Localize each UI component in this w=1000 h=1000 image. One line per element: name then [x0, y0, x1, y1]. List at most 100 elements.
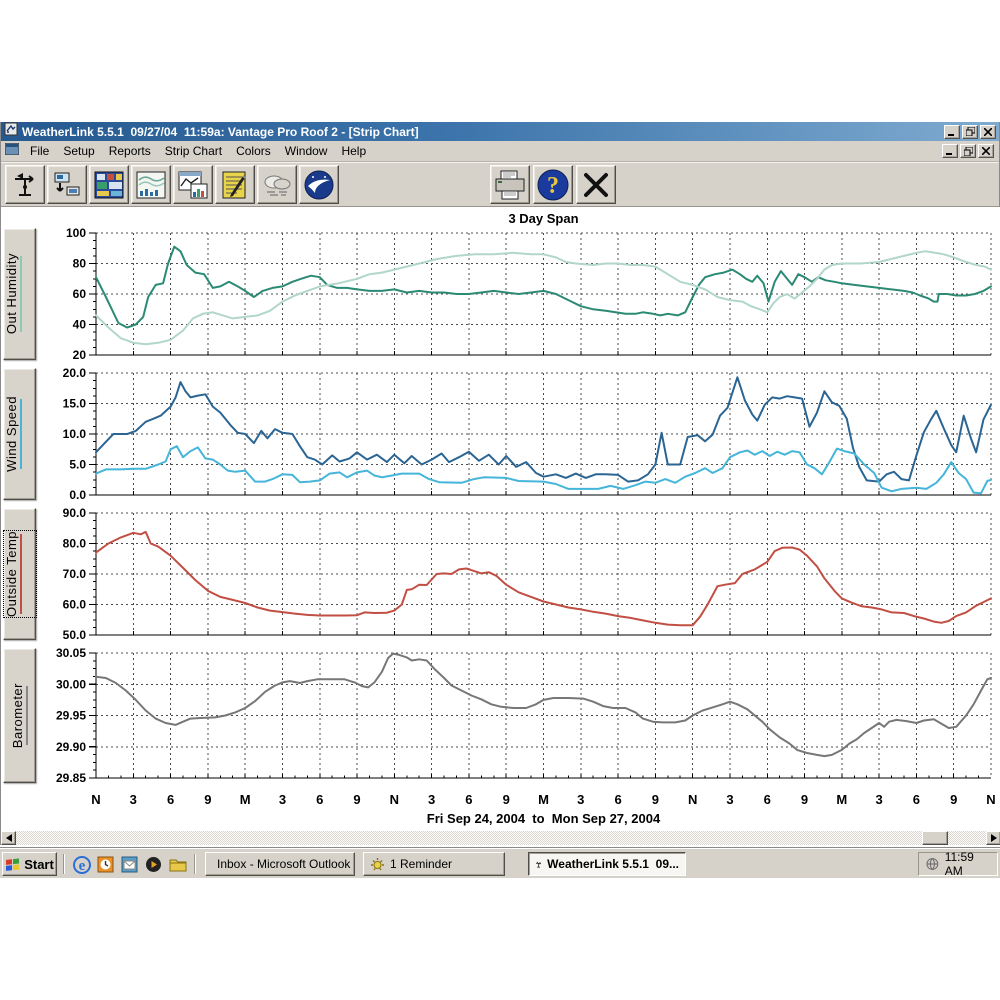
x-axis-tick-label: 3 — [422, 792, 442, 807]
scroll-right-icon — [991, 834, 997, 842]
svg-text:?: ? — [547, 173, 559, 199]
y-axis-tick-label: 80 — [73, 257, 87, 271]
outlook-shortcut-icon[interactable] — [120, 855, 139, 874]
help-icon: ? — [536, 168, 570, 202]
x-axis-tick-label: M — [534, 792, 554, 807]
menu-help[interactable]: Help — [334, 142, 373, 160]
x-axis-tick-label: M — [832, 792, 852, 807]
x-axis-tick-label: 3 — [272, 792, 292, 807]
plot-icon — [177, 170, 209, 200]
child-close-button[interactable] — [978, 144, 994, 158]
y-axis-tick-label: 90.0 — [63, 506, 87, 520]
y-axis-tick-label: 5.0 — [69, 458, 86, 472]
menu-colors[interactable]: Colors — [229, 142, 278, 160]
x-axis-labels: N369M369N369M369N369M369N — [1, 792, 1000, 808]
mdi-child-icon[interactable] — [5, 142, 19, 160]
weather-vane-icon — [9, 169, 41, 201]
clock: 11:59 AM — [945, 850, 990, 878]
minimize-button[interactable] — [944, 125, 960, 139]
x-axis-tick-label: 9 — [198, 792, 218, 807]
menu-strip-chart[interactable]: Strip Chart — [158, 142, 229, 160]
x-axis-tick-label: N — [384, 792, 404, 807]
tray-globe-icon[interactable] — [926, 857, 939, 871]
x-axis-tick-label: 3 — [720, 792, 740, 807]
help-button[interactable]: ? — [533, 165, 573, 204]
strip-chart-area: 3 Day Span Out Humidity10080604020Wind S… — [1, 207, 1000, 831]
y-axis-tick-label: 30.05 — [56, 646, 86, 660]
taskbar-divider — [194, 854, 196, 874]
scroll-left-button[interactable] — [1, 831, 16, 845]
x-axis-tick-label: 6 — [161, 792, 181, 807]
plot-out-humidity: 10080604020 — [1, 223, 1000, 365]
media-player-icon[interactable] — [144, 855, 163, 874]
windows-logo-icon — [5, 857, 21, 871]
task-inbox-outlook[interactable]: Inbox - Microsoft Outlook — [205, 852, 355, 876]
download-button[interactable] — [47, 165, 87, 204]
taskbar: Start e Inbox - Microsoft Outlook 1 Remi… — [0, 848, 1000, 878]
noaa-website-button[interactable] — [299, 165, 339, 204]
plot-button[interactable] — [173, 165, 213, 204]
plot-barometer: 30.0530.0029.9529.9029.85 — [1, 643, 1000, 788]
plot-outside-temp: 90.080.070.060.050.0 — [1, 503, 1000, 645]
x-axis-tick-label: 3 — [571, 792, 591, 807]
task-reminder[interactable]: 1 Reminder — [363, 852, 505, 876]
scrollbar-thumb[interactable] — [922, 831, 948, 845]
system-tray: 11:59 AM — [918, 852, 998, 876]
app-icon — [4, 122, 18, 141]
y-axis-tick-label: 40 — [73, 318, 87, 332]
printer-icon — [493, 169, 527, 201]
x-axis-tick-label: 6 — [608, 792, 628, 807]
internet-explorer-icon[interactable]: e — [72, 855, 91, 874]
restore-button[interactable] — [962, 125, 978, 139]
series-out-humidity-secondary — [96, 251, 991, 344]
date-range-label: Fri Sep 24, 2004 to Mon Sep 27, 2004 — [96, 811, 991, 826]
y-axis-tick-label: 29.85 — [56, 771, 86, 785]
taskbar-divider — [63, 854, 65, 874]
internet-weather-button[interactable] — [257, 165, 297, 204]
plot-wind-speed: 20.015.010.05.00.0 — [1, 363, 1000, 505]
y-axis-tick-label: 20 — [73, 348, 87, 362]
bulletin-icon — [93, 170, 125, 200]
folder-icon[interactable] — [168, 855, 187, 874]
noaa-report-button[interactable] — [215, 165, 255, 204]
noaa-report-icon — [219, 170, 251, 200]
summary-button[interactable] — [131, 165, 171, 204]
x-axis-tick-label: N — [86, 792, 106, 807]
start-button[interactable]: Start — [2, 852, 57, 876]
bulletin-button[interactable] — [89, 165, 129, 204]
reminder-icon — [370, 857, 385, 872]
close-x-icon — [582, 171, 610, 199]
task-label: WeatherLink 5.5.1 09... — [547, 857, 679, 871]
scroll-right-button[interactable] — [986, 831, 1000, 845]
internet-weather-icon — [261, 170, 293, 200]
y-axis-tick-label: 70.0 — [63, 567, 87, 581]
close-button[interactable] — [980, 125, 996, 139]
close-chart-button[interactable] — [576, 165, 616, 204]
menu-reports[interactable]: Reports — [102, 142, 158, 160]
scheduler-icon[interactable] — [96, 855, 115, 874]
task-label: 1 Reminder — [390, 857, 452, 871]
y-axis-tick-label: 0.0 — [69, 488, 86, 502]
menu-setup[interactable]: Setup — [56, 142, 101, 160]
y-axis-tick-label: 80.0 — [63, 537, 87, 551]
weatherlink-window: WeatherLink 5.5.1 09/27/04 11:59a: Vanta… — [0, 122, 1000, 845]
toolbar: ? — [1, 162, 999, 207]
scroll-left-icon — [6, 834, 12, 842]
child-minimize-button[interactable] — [942, 144, 958, 158]
weather-vane-button[interactable] — [5, 165, 45, 204]
window-title: WeatherLink 5.5.1 09/27/04 11:59a: Vanta… — [22, 125, 944, 139]
svg-text:e: e — [78, 858, 85, 874]
x-axis-tick-label: 9 — [645, 792, 665, 807]
y-axis-tick-label: 50.0 — [63, 628, 87, 642]
x-axis-tick-label: 3 — [869, 792, 889, 807]
child-restore-button[interactable] — [960, 144, 976, 158]
task-weatherlink[interactable]: WeatherLink 5.5.1 09... — [528, 852, 686, 876]
noaa-logo-icon — [302, 168, 336, 202]
print-button[interactable] — [490, 165, 530, 204]
x-axis-tick-label: N — [981, 792, 1000, 807]
horizontal-scrollbar[interactable] — [1, 831, 1000, 845]
menu-file[interactable]: File — [23, 142, 56, 160]
y-axis-tick-label: 10.0 — [63, 427, 87, 441]
y-axis-tick-label: 29.90 — [56, 740, 86, 754]
menu-window[interactable]: Window — [278, 142, 335, 160]
